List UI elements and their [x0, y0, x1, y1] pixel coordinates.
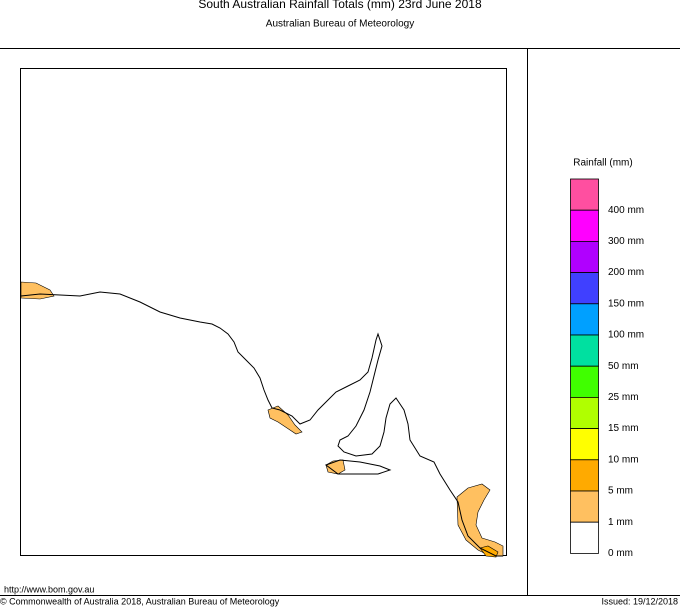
legend-swatch	[570, 303, 599, 336]
footer-copyright: © Commonwealth of Australia 2018, Austra…	[0, 596, 280, 606]
footer-url: http://www.bom.gov.au	[4, 584, 94, 594]
legend-label: 10 mm	[608, 454, 639, 465]
legend-swatch	[570, 521, 599, 554]
legend-swatch	[570, 209, 599, 242]
island	[324, 459, 392, 475]
legend-title: Rainfall (mm)	[573, 158, 632, 169]
legend-swatch	[570, 459, 599, 492]
legend: 400 mm 300 mm 200 mm 150 mm 100 mm 50 mm 25 mm…	[570, 178, 644, 559]
rain-patch	[20, 281, 55, 300]
legend-label: 200 mm	[608, 267, 644, 278]
legend-swatch	[570, 428, 599, 461]
legend-swatch	[570, 240, 599, 273]
legend-label: 150 mm	[608, 298, 644, 309]
rain-patch	[267, 405, 303, 435]
legend-label: 50 mm	[608, 361, 639, 372]
legend-swatch	[570, 334, 599, 367]
footer-issued: Issued: 19/12/2018	[601, 596, 678, 606]
legend-swatch	[570, 365, 599, 398]
legend-label: 15 mm	[608, 423, 639, 434]
legend-label: 400 mm	[608, 205, 644, 216]
legend-label: 300 mm	[608, 236, 644, 247]
legend-swatch	[570, 396, 599, 429]
legend-swatch	[570, 272, 599, 305]
title: South Australian Rainfall Totals (mm) 23…	[198, 0, 482, 11]
legend-label: 5 mm	[608, 486, 633, 497]
rain-patch	[456, 483, 504, 557]
legend-label: 25 mm	[608, 392, 639, 403]
coastline	[20, 291, 503, 557]
legend-label: 0 mm	[608, 548, 633, 559]
legend-label: 1 mm	[608, 517, 633, 528]
legend-label: 100 mm	[608, 330, 644, 341]
rainfall-patches	[20, 281, 504, 558]
subtitle: Australian Bureau of Meteorology	[266, 19, 414, 30]
legend-swatch	[570, 490, 599, 523]
map-frame	[20, 68, 507, 556]
legend-swatch	[570, 178, 599, 211]
